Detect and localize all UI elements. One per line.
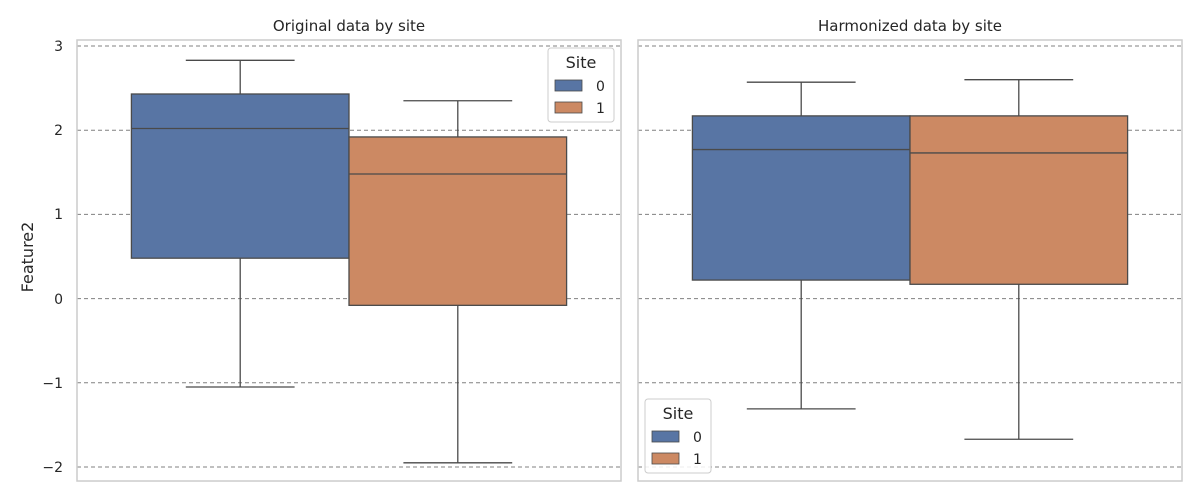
legend-swatch-site-1	[651, 452, 680, 465]
panel-title-harmonized: Harmonized data by site	[818, 17, 1002, 35]
legend-label-site-0: 0	[596, 79, 605, 95]
y-tick-label: −2	[42, 460, 63, 476]
box-site-0	[691, 81, 911, 410]
iqr-box	[348, 136, 568, 306]
legend-title: Site	[566, 53, 597, 72]
legend: Site 0 1	[547, 47, 615, 123]
y-tick-label: 2	[54, 123, 63, 139]
y-tick-labels: 3 2 1 0 −1 −2	[42, 39, 63, 476]
y-tick-label: 3	[54, 39, 63, 55]
legend-title: Site	[663, 404, 694, 423]
legend: Site 0 1	[644, 398, 712, 474]
legend-swatch-site-0	[554, 79, 583, 92]
box-site-1	[909, 79, 1129, 440]
legend-swatch-site-1	[554, 101, 583, 114]
legend-label-site-1: 1	[596, 101, 605, 117]
legend-label-site-0: 0	[693, 430, 702, 446]
box-site-1	[348, 100, 568, 464]
y-axis-label: Feature2	[18, 222, 37, 293]
plot-frame	[637, 39, 1183, 482]
legend-swatch-site-0	[651, 430, 680, 443]
boxes	[691, 79, 1129, 440]
boxes	[130, 59, 568, 464]
legend-label-site-1: 1	[693, 452, 702, 468]
iqr-box	[130, 93, 350, 259]
y-tick-label: 0	[54, 292, 63, 308]
iqr-box	[909, 115, 1129, 285]
box-site-0	[130, 59, 350, 388]
y-tick-label: 1	[54, 207, 63, 223]
panel-title-original: Original data by site	[273, 17, 425, 35]
y-tick-label: −1	[42, 376, 63, 392]
panel-harmonized: Harmonized data by site Site 0 1	[637, 17, 1183, 482]
plot-frame	[76, 39, 622, 482]
panel-original: Original data by site Feature2 3 2 1 0 −…	[18, 17, 622, 482]
iqr-box	[691, 115, 911, 281]
